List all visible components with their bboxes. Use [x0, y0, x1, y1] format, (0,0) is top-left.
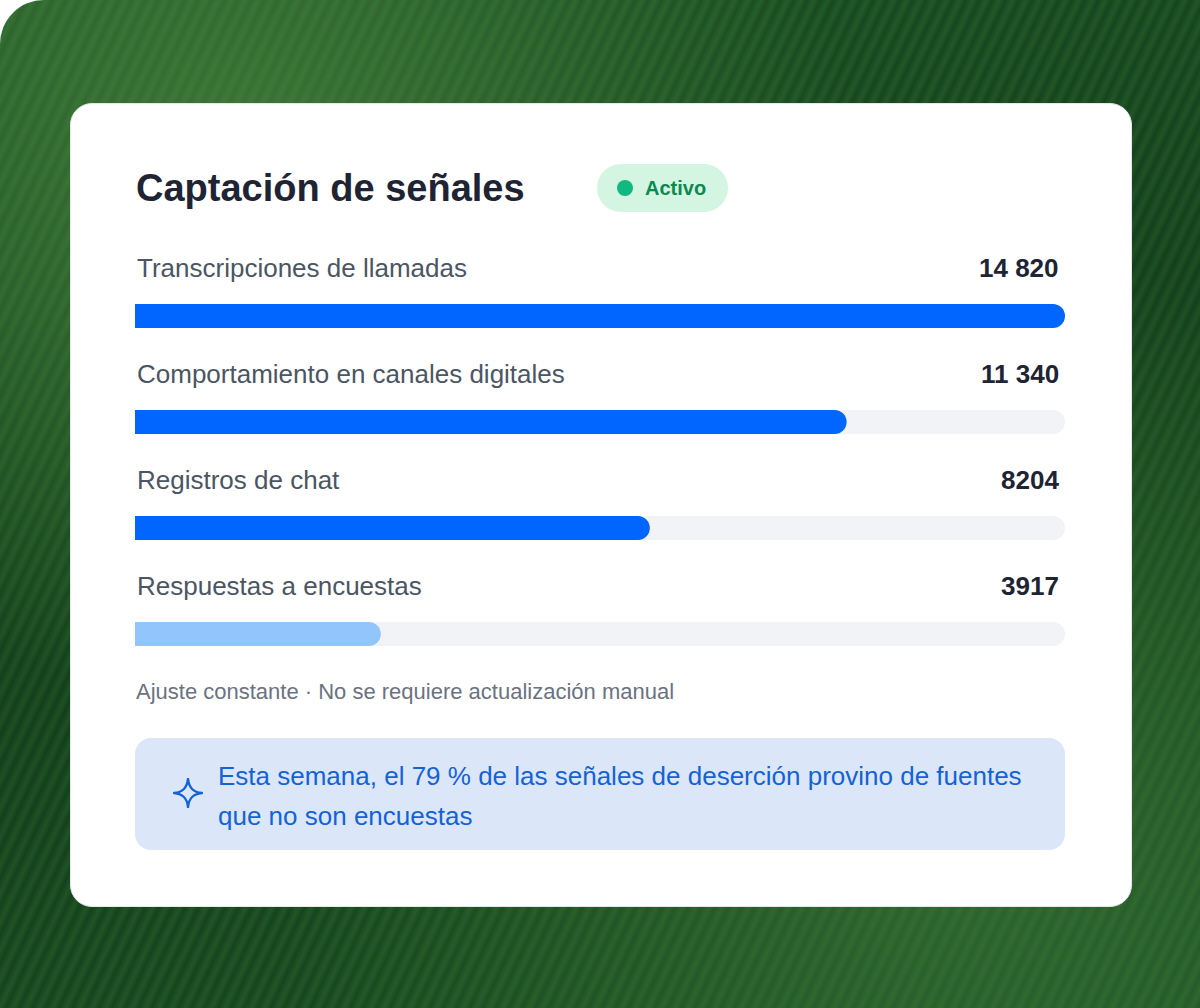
html-text:Captación de señales: Captación de señales: [136, 167, 525, 209]
svg-text:Comportamiento en canales digi: Comportamiento en canales digitales: [137, 359, 565, 389]
html-text:Esta semana, el 79 % de las se: Esta semana, el 79 % de las señales de d…: [218, 761, 1022, 831]
svg-text:Registros de chat: Registros de chat: [137, 465, 340, 495]
svg-text:8204: 8204: [1001, 465, 1059, 495]
svg-text:11 340: 11 340: [981, 359, 1059, 389]
html-text:Ajuste constante · No se requi: Ajuste constante · No se requiere actual…: [136, 679, 675, 704]
html-text:Activo: Activo: [645, 177, 707, 199]
svg-text:3917: 3917: [1001, 571, 1059, 601]
svg-text:Respuestas a encuestas: Respuestas a encuestas: [137, 571, 422, 601]
svg-text:14 820: 14 820: [979, 253, 1059, 283]
svg-text:Transcripciones de llamadas: Transcripciones de llamadas: [137, 253, 467, 283]
